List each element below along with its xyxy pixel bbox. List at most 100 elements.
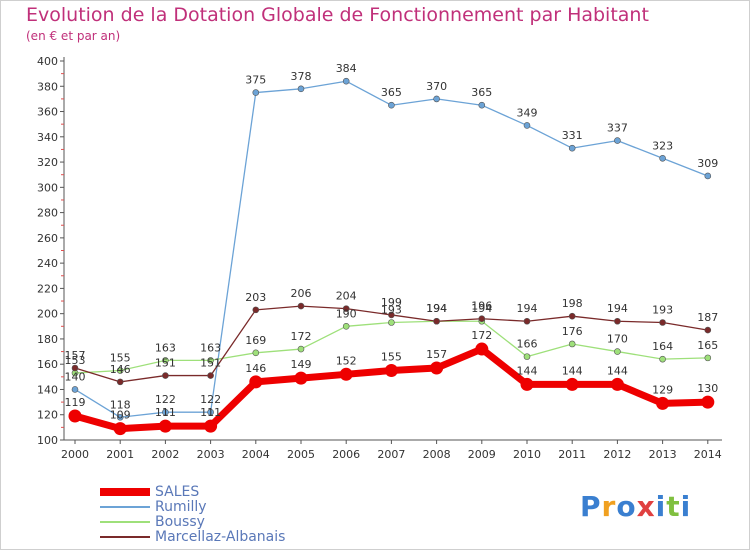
data-point-marcellaz-albanais	[207, 372, 214, 379]
data-label-rumilly: 384	[336, 62, 357, 75]
data-point-boussy	[568, 340, 576, 348]
data-label-boussy: 170	[607, 333, 628, 346]
data-point-sales	[68, 409, 82, 423]
y-tick-label: 220	[37, 282, 58, 295]
data-label-sales: 152	[336, 354, 357, 367]
data-point-sales	[430, 361, 444, 375]
data-label-marcellaz-albanais: 193	[652, 304, 673, 317]
x-tick-label: 2010	[513, 448, 541, 461]
data-label-marcellaz-albanais: 187	[697, 311, 718, 324]
data-point-sales	[610, 377, 624, 391]
data-point-rumilly	[478, 101, 486, 109]
data-label-marcellaz-albanais: 151	[200, 357, 221, 370]
data-point-rumilly	[71, 386, 79, 393]
data-label-rumilly: 365	[381, 86, 402, 99]
data-label-marcellaz-albanais: 204	[336, 290, 357, 303]
data-point-rumilly	[207, 408, 214, 416]
data-point-rumilly	[433, 95, 440, 103]
legend-swatch-boussy	[100, 521, 150, 523]
x-tick-label: 2011	[558, 448, 586, 461]
data-label-rumilly: 378	[291, 70, 312, 83]
x-tick-label: 2002	[151, 448, 179, 461]
data-point-marcellaz-albanais	[433, 317, 440, 325]
data-point-rumilly	[614, 137, 621, 144]
y-tick-label: 140	[37, 383, 58, 396]
data-point-marcellaz-albanais	[388, 311, 395, 319]
data-label-marcellaz-albanais: 194	[607, 302, 628, 315]
data-label-boussy: 164	[652, 340, 673, 353]
data-point-rumilly	[704, 172, 712, 180]
data-label-rumilly: 122	[200, 393, 221, 406]
data-label-sales: 146	[245, 362, 266, 375]
legend-label-sales: SALES	[155, 484, 200, 500]
data-label-boussy: 193	[381, 304, 402, 317]
data-point-marcellaz-albanais	[297, 302, 305, 310]
data-point-boussy	[342, 322, 350, 330]
data-point-sales	[475, 342, 489, 356]
data-point-marcellaz-albanais	[252, 306, 260, 314]
data-label-sales: 111	[200, 406, 221, 419]
legend-swatch-rumilly	[100, 506, 150, 508]
y-tick-label: 160	[37, 358, 58, 371]
data-point-marcellaz-albanais	[342, 305, 350, 312]
x-tick-label: 2006	[332, 448, 360, 461]
legend-item-sales: SALES	[100, 484, 360, 500]
legend-item-marcellaz-albanais: Marcellaz-Albanais	[100, 529, 360, 545]
data-label-sales: 144	[607, 364, 628, 377]
x-tick-label: 2004	[242, 448, 270, 461]
data-label-rumilly: 349	[517, 106, 538, 119]
data-label-rumilly: 331	[562, 129, 583, 142]
data-label-boussy: 172	[291, 330, 312, 343]
data-label-boussy: 165	[697, 339, 718, 352]
legend-item-boussy: Boussy	[100, 514, 360, 530]
y-tick-label: 280	[37, 207, 58, 220]
y-tick-label: 360	[37, 106, 58, 119]
data-label-marcellaz-albanais: 203	[245, 291, 266, 304]
data-label-marcellaz-albanais: 196	[471, 300, 492, 313]
data-label-marcellaz-albanais: 199	[381, 296, 402, 309]
data-label-rumilly: 323	[652, 139, 673, 152]
data-point-sales	[656, 396, 670, 410]
data-point-marcellaz-albanais	[523, 317, 531, 325]
data-point-marcellaz-albanais	[659, 319, 666, 326]
data-point-rumilly	[252, 89, 260, 96]
x-tick-label: 2000	[61, 448, 89, 461]
data-label-sales: 129	[652, 383, 673, 396]
data-label-marcellaz-albanais: 194	[517, 302, 538, 315]
data-point-marcellaz-albanais	[704, 326, 712, 334]
data-point-rumilly	[162, 408, 169, 416]
data-label-boussy: 166	[517, 338, 538, 351]
data-point-rumilly	[659, 154, 666, 162]
x-tick-label: 2001	[106, 448, 134, 461]
data-label-boussy: 194	[471, 302, 492, 315]
data-point-sales	[113, 422, 127, 436]
x-tick-label: 2007	[377, 448, 405, 461]
data-point-marcellaz-albanais	[568, 312, 576, 320]
data-point-marcellaz-albanais	[71, 364, 79, 372]
data-label-boussy: 155	[110, 352, 131, 365]
data-label-rumilly: 370	[426, 80, 447, 93]
logo-letter: o	[616, 490, 637, 523]
data-label-sales: 109	[110, 409, 131, 422]
y-tick-label: 180	[37, 333, 58, 346]
data-label-rumilly: 337	[607, 122, 628, 135]
x-tick-label: 2005	[287, 448, 315, 461]
y-tick-label: 400	[37, 55, 58, 68]
data-point-boussy	[704, 354, 712, 362]
data-label-boussy: 163	[200, 341, 221, 354]
data-point-rumilly	[116, 413, 124, 421]
logo-letter: r	[601, 490, 617, 523]
logo-letter: i	[680, 490, 692, 523]
x-tick-label: 2009	[468, 448, 496, 461]
data-point-rumilly	[297, 85, 305, 93]
data-point-boussy	[297, 345, 305, 353]
legend-label-marcellaz-albanais: Marcellaz-Albanais	[155, 529, 286, 545]
y-tick-label: 380	[37, 80, 58, 93]
data-point-sales	[158, 419, 172, 433]
logo-letter: t	[666, 490, 681, 523]
legend-item-rumilly: Rumilly	[100, 499, 360, 515]
x-tick-label: 2008	[423, 448, 451, 461]
data-label-rumilly: 365	[471, 86, 492, 99]
data-point-sales	[565, 377, 579, 391]
